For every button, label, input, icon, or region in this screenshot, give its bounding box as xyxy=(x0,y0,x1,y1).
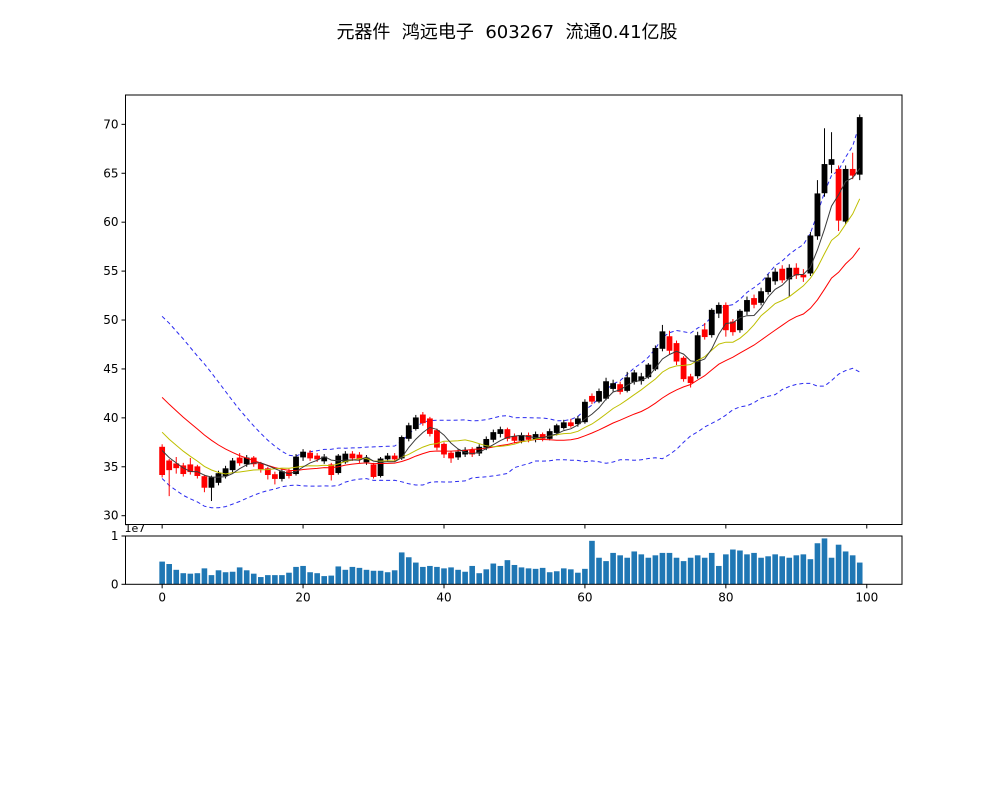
candlestick-series xyxy=(159,114,863,502)
svg-text:45: 45 xyxy=(103,362,118,376)
svg-text:60: 60 xyxy=(577,590,592,604)
svg-text:50: 50 xyxy=(103,313,118,327)
svg-text:20: 20 xyxy=(295,590,310,604)
svg-text:55: 55 xyxy=(103,264,118,278)
svg-text:35: 35 xyxy=(103,460,118,474)
bollinger-bands-lines xyxy=(161,123,861,509)
svg-text:40: 40 xyxy=(103,411,118,425)
svg-text:30: 30 xyxy=(103,509,118,523)
axes-and-ticks: 30 35 40 45 50 55 60 65 70 0 20 40 60 80 100 0 1 1e7 xyxy=(103,94,903,604)
volume-bar-series xyxy=(159,538,863,585)
moving-average-lines xyxy=(161,168,861,478)
svg-text:40: 40 xyxy=(436,590,451,604)
svg-text:80: 80 xyxy=(718,590,733,604)
svg-text:0: 0 xyxy=(158,590,166,604)
svg-text:65: 65 xyxy=(103,166,118,180)
svg-text:100: 100 xyxy=(855,590,878,604)
svg-text:0: 0 xyxy=(111,577,119,591)
svg-text:1: 1 xyxy=(111,529,119,543)
volume-axis-offset-label: 1e7 xyxy=(125,522,146,535)
svg-text:60: 60 xyxy=(103,215,118,229)
chart-title: 元器件 鸿远电子 603267 流通0.41亿股 xyxy=(336,22,678,43)
svg-text:70: 70 xyxy=(103,117,118,131)
